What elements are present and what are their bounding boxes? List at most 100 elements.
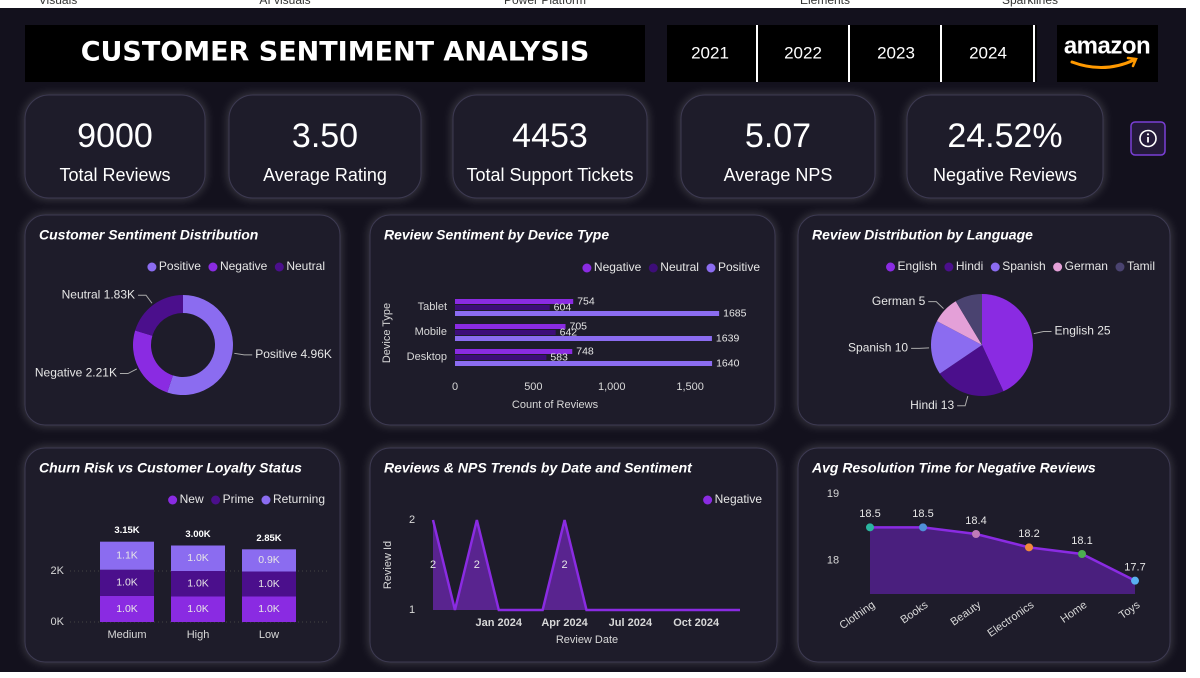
x-axis-label: Review Date <box>556 634 618 646</box>
total-label: 2.85K <box>256 533 281 544</box>
leader-line <box>1033 330 1052 335</box>
data-label: 18.4 <box>965 515 986 527</box>
bar-segment <box>242 549 296 572</box>
y-tick-label: 19 <box>827 488 839 500</box>
top-tab[interactable]: Sparklines <box>1002 0 1058 7</box>
legend-swatch <box>1053 262 1063 272</box>
y-tick-label: Mobile <box>415 326 447 338</box>
kpi-value: 24.52% <box>947 117 1062 155</box>
bar <box>455 330 556 335</box>
data-label: 1640 <box>716 357 740 369</box>
legend-swatch <box>706 263 716 273</box>
chart-card <box>24 214 341 426</box>
data-label: 17.7 <box>1124 562 1145 574</box>
year-slicer <box>667 25 1037 82</box>
kpi-card <box>680 94 876 199</box>
data-label: 0.9K <box>258 554 280 566</box>
data-label: 604 <box>554 301 572 313</box>
data-label: 748 <box>576 345 594 357</box>
kpi-label: Average NPS <box>724 165 833 185</box>
line <box>870 526 1136 582</box>
y-tick-label: 18 <box>827 555 839 567</box>
pie-slice <box>982 294 1034 392</box>
y-tick-label: 1 <box>409 604 415 616</box>
logo-smile <box>1070 58 1136 70</box>
kpi-value: 9000 <box>77 117 153 155</box>
legend-label: New <box>180 492 204 506</box>
x-tick-label: High <box>187 629 210 641</box>
top-tab[interactable]: Visuals <box>39 0 77 7</box>
data-label: Negative 2.21K <box>35 366 117 380</box>
title-box <box>25 25 645 82</box>
data-label: 1.0K <box>187 603 209 615</box>
top-tab[interactable]: Power Platform <box>504 0 586 7</box>
x-tick-label: Low <box>259 629 279 641</box>
donut-slice <box>167 295 234 396</box>
bar-segment <box>242 571 296 597</box>
info-icon <box>1146 133 1150 136</box>
chart-title: Review Distribution by Language <box>812 227 1033 243</box>
top-tab[interactable]: Elements <box>800 0 850 7</box>
y-tick-label: Tablet <box>418 301 447 313</box>
chart-title: Review Sentiment by Device Type <box>384 227 609 243</box>
donut-slice <box>135 294 183 336</box>
chart-card <box>369 214 776 426</box>
total-label: 3.00K <box>185 529 210 540</box>
kpi-value: 5.07 <box>745 117 811 155</box>
pie-slice <box>955 294 982 345</box>
data-label: 705 <box>570 320 588 332</box>
y-axis-label: Review Id <box>382 541 394 589</box>
data-label: 2 <box>474 559 480 571</box>
data-label: English 25 <box>1055 324 1111 338</box>
area <box>433 520 740 610</box>
bar <box>455 311 720 316</box>
dashboard-title: CUSTOMER SENTIMENT ANALYSIS <box>81 37 590 68</box>
bar <box>455 355 547 360</box>
point <box>1078 550 1086 558</box>
legend-swatch <box>261 495 271 505</box>
kpi-label: Negative Reviews <box>933 165 1077 185</box>
x-tick-label: Apr 2024 <box>541 617 588 629</box>
legend-swatch <box>582 263 592 273</box>
y-axis-label: Device Type <box>381 303 393 363</box>
legend-label: Hindi <box>956 259 983 273</box>
y-tick-label: 2 <box>409 514 415 526</box>
legend-label: Positive <box>159 259 201 273</box>
chart-title: Churn Risk vs Customer Loyalty Status <box>39 460 302 476</box>
point <box>972 530 980 538</box>
data-label: 1.1K <box>116 549 138 561</box>
year-button[interactable]: 2024 <box>969 43 1007 62</box>
data-label: 18.2 <box>1018 528 1039 540</box>
kpi-label: Average Rating <box>263 165 387 185</box>
x-tick-label: 500 <box>524 381 542 393</box>
year-button[interactable]: 2022 <box>784 43 822 62</box>
data-label: 2 <box>430 559 436 571</box>
logo: amazon <box>1064 32 1150 59</box>
legend-label: English <box>898 259 937 273</box>
chart-title: Customer Sentiment Distribution <box>39 227 258 243</box>
legend-swatch <box>703 495 713 505</box>
legend-label: Tamil <box>1127 259 1155 273</box>
leader-line <box>138 294 153 304</box>
bar <box>455 361 713 366</box>
legend-swatch <box>274 262 284 272</box>
data-label: 754 <box>577 295 595 307</box>
legend-label: Negative <box>715 492 763 506</box>
top-tab[interactable]: AI visuals <box>259 0 310 7</box>
data-label: 1.0K <box>187 552 209 564</box>
legend-label: Negative <box>594 260 642 274</box>
bar <box>455 349 573 354</box>
x-tick-label: 1,500 <box>676 381 704 393</box>
bar <box>455 324 566 329</box>
bar <box>455 299 574 304</box>
year-button[interactable]: 2023 <box>877 43 915 62</box>
legend-label: Neutral <box>286 259 325 273</box>
year-button[interactable]: 2021 <box>691 43 729 62</box>
data-label: German 5 <box>872 294 926 308</box>
kpi-card <box>906 94 1104 199</box>
leader-line <box>957 395 969 407</box>
legend-swatch <box>208 262 218 272</box>
bar <box>455 336 712 341</box>
point <box>919 523 927 532</box>
